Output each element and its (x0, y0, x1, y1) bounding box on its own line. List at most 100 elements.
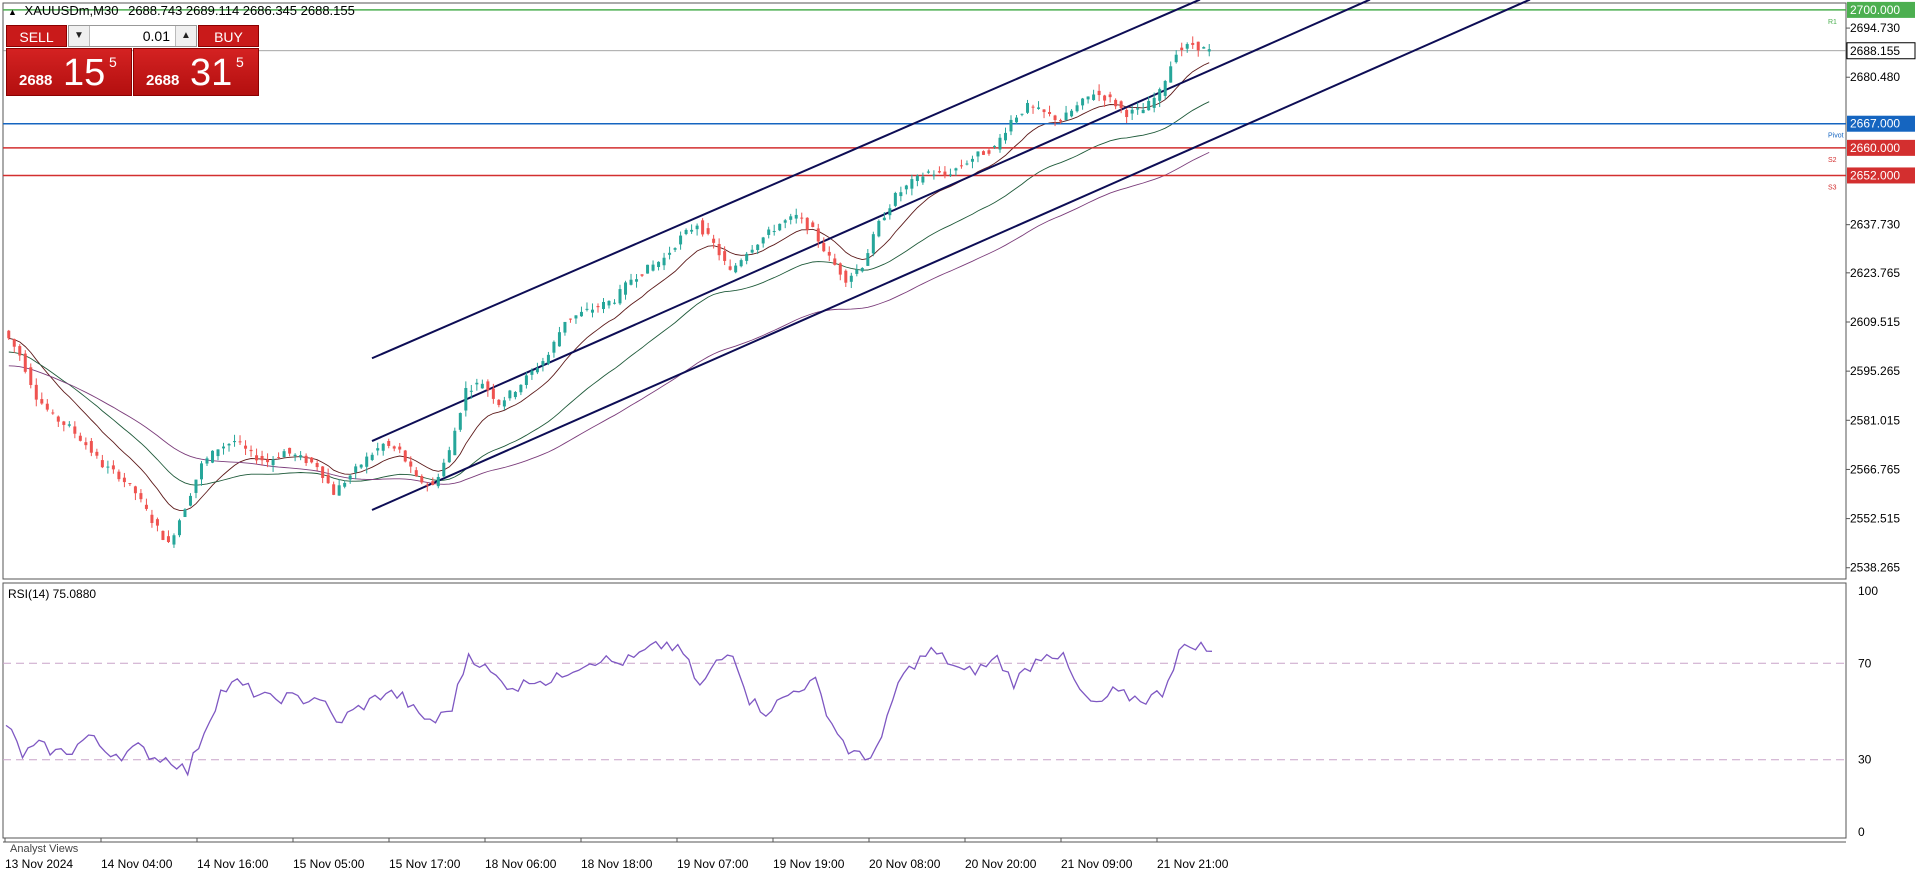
candle-body (1136, 108, 1140, 110)
candle-body (882, 217, 886, 221)
candle-body (519, 384, 523, 393)
level-tag: Pivot (1828, 133, 1844, 140)
moving-average-line (8, 62, 1210, 511)
sell-price-button[interactable]: 2688 15 5 (6, 48, 132, 96)
lot-decrease-icon[interactable]: ▼ (69, 26, 90, 46)
candle-body (436, 476, 440, 487)
lot-size-stepper[interactable]: ▼ 0.01 ▲ (68, 25, 197, 47)
candle-body (1031, 106, 1035, 108)
candle-body (893, 192, 897, 206)
candle-body (1174, 54, 1178, 63)
channel-line-2[interactable] (371, 0, 1371, 442)
candle-body (139, 493, 143, 500)
current-price-box (1846, 42, 1916, 60)
sell-button[interactable]: SELL (6, 25, 67, 47)
candle-body (475, 382, 479, 385)
candle-body (844, 270, 848, 283)
buy-button[interactable]: BUY (198, 25, 259, 47)
candle-body (750, 249, 754, 253)
candle-body (574, 315, 578, 319)
candle-body (1092, 94, 1096, 101)
candle-body (789, 216, 793, 220)
candle-body (95, 451, 99, 456)
candle-body (833, 258, 837, 265)
candle-body (723, 251, 727, 261)
level-tag: S2 (1828, 157, 1837, 164)
candle-body (1152, 97, 1156, 108)
candle-body (800, 217, 804, 219)
candle-body (871, 234, 875, 254)
candle-body (624, 282, 628, 295)
candle-body (635, 279, 639, 282)
time-tick-label: 15 Nov 05:00 (293, 857, 365, 871)
candle-body (1180, 47, 1184, 50)
candle-body (662, 257, 666, 266)
candle-body (431, 481, 435, 486)
candle-body (954, 168, 958, 171)
level-tag: S3 (1828, 184, 1837, 191)
candle-body (1026, 102, 1030, 113)
candle-body (321, 466, 325, 478)
candle-body (1114, 99, 1118, 107)
price-tick-label: 2694.730 (1850, 21, 1900, 35)
lot-size-value[interactable]: 0.01 (142, 28, 170, 44)
rsi-line (5, 640, 1213, 777)
candle-body (387, 440, 391, 446)
candle-body (618, 289, 622, 304)
channel-line-1[interactable] (371, 0, 1201, 360)
collapse-triangle-icon[interactable]: ▲ (8, 7, 17, 17)
rsi-tick-label: 70 (1858, 656, 1872, 670)
candle-body (447, 450, 451, 463)
candle-body (888, 208, 892, 216)
candle-body (84, 442, 88, 446)
candle-body (932, 174, 936, 176)
channel-line-3[interactable] (371, 0, 1531, 511)
candle-body (18, 346, 22, 356)
candle-body (668, 252, 672, 255)
candle-body (915, 175, 919, 182)
candle-body (877, 220, 881, 237)
candle-body (277, 457, 281, 459)
rsi-tick-label: 0 (1858, 825, 1865, 839)
candle-body (480, 383, 484, 389)
candle-body (657, 261, 661, 268)
candle-body (640, 274, 644, 276)
time-tick-label: 20 Nov 08:00 (869, 857, 941, 871)
candle-body (271, 459, 275, 466)
level-price-box (1847, 167, 1915, 184)
analyst-views-label[interactable]: Analyst Views (10, 843, 79, 855)
candle-body (249, 449, 253, 452)
candle-body (717, 243, 721, 256)
candle-body (1108, 94, 1112, 98)
candle-body (161, 530, 165, 540)
candle-body (442, 462, 446, 477)
time-tick-label: 21 Nov 09:00 (1061, 857, 1133, 871)
candle-body (199, 463, 203, 480)
candle-body (315, 462, 319, 468)
level-tag: R1 (1828, 19, 1837, 26)
candle-body (651, 264, 655, 271)
candle-body (1103, 95, 1107, 101)
candle-body (491, 388, 495, 399)
price-tick-label: 2595.265 (1850, 364, 1900, 378)
price-tick-label: 2538.265 (1850, 561, 1900, 575)
candle-body (508, 390, 512, 399)
candle-body (67, 424, 71, 426)
candle-body (255, 455, 259, 461)
candle-body (172, 535, 176, 545)
level-price-label: 2667.000 (1850, 117, 1900, 131)
time-tick-label: 15 Nov 17:00 (389, 857, 461, 871)
candle-body (926, 171, 930, 173)
level-price-box (1847, 115, 1915, 132)
candle-body (244, 445, 248, 449)
lot-increase-icon[interactable]: ▲ (175, 26, 196, 46)
candle-body (56, 416, 60, 422)
candle-body (34, 384, 38, 400)
candle-body (1169, 66, 1173, 83)
candle-body (943, 171, 947, 176)
candle-body (1196, 41, 1200, 51)
buy-price-button[interactable]: 2688 31 5 (133, 48, 259, 96)
candle-body (778, 223, 782, 231)
candle-body (794, 214, 798, 219)
